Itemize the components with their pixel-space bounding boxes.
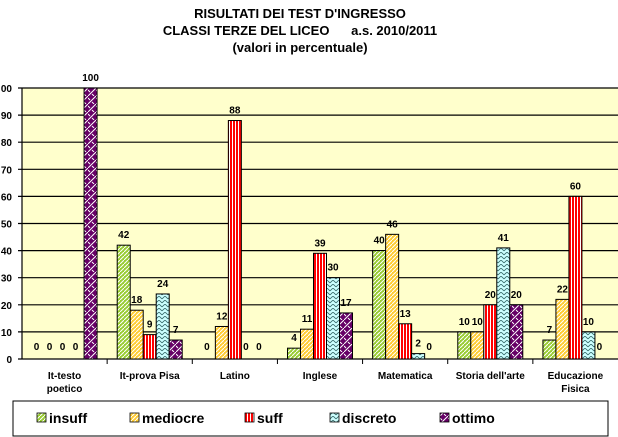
x-tick-label: It-testo [48, 371, 81, 382]
y-tick-label: 80 [1, 138, 13, 149]
data-label: 100 [82, 73, 99, 84]
y-tick-label: 90 [1, 111, 13, 122]
x-tick-label: Storia dell'arte [456, 371, 526, 382]
bar-pattern [168, 339, 183, 360]
bar-pattern [555, 298, 570, 360]
data-label: 46 [387, 219, 399, 230]
y-tick-label: 60 [1, 192, 13, 203]
bar-pattern [142, 334, 157, 360]
bar-pattern [227, 120, 242, 360]
bar-pattern [483, 304, 498, 360]
legend-label: insuff [49, 410, 87, 426]
data-label: 0 [204, 342, 210, 353]
y-tick-label: 0 [6, 355, 12, 366]
bar-pattern [339, 312, 353, 360]
y-tick-label: 30 [1, 274, 13, 285]
chart-title-line: CLASSI TERZE DEL LICEO a.s. 2010/2011 [163, 23, 437, 38]
bar-pattern [300, 328, 314, 360]
data-label: 4 [291, 333, 297, 344]
data-label: 0 [73, 342, 79, 353]
data-label: 10 [459, 317, 471, 328]
data-label: 7 [547, 325, 553, 336]
bar-pattern [568, 195, 583, 360]
data-label: 30 [327, 263, 339, 274]
legend-label: mediocre [142, 410, 204, 426]
x-tick-label: Educazione [548, 371, 604, 382]
chart-title-line: RISULTATI DEI TEST D'INGRESSO [194, 6, 406, 21]
x-tick-label: Fisica [561, 384, 590, 395]
x-tick-label: Matematica [378, 371, 433, 382]
y-tick-label: 40 [1, 247, 13, 258]
bar-pattern [496, 247, 511, 360]
data-label: 17 [340, 298, 352, 309]
bar-pattern [398, 323, 413, 360]
bar-pattern [457, 331, 472, 360]
data-label: 10 [583, 317, 595, 328]
data-label: 0 [47, 342, 53, 353]
y-tick-label: 20 [1, 301, 13, 312]
bar-pattern [155, 293, 170, 360]
data-label: 41 [498, 233, 510, 244]
bar-pattern [372, 250, 387, 360]
y-tick-label: 50 [1, 220, 13, 231]
data-label: 18 [131, 295, 143, 306]
bar-pattern [129, 309, 144, 360]
data-label: 22 [557, 284, 569, 295]
bar-pattern [116, 244, 131, 360]
bar-pattern [287, 347, 301, 360]
bar-pattern [509, 304, 524, 360]
data-label: 20 [511, 290, 523, 301]
x-tick-label: Latino [220, 371, 250, 382]
data-label: 0 [256, 342, 262, 353]
data-label: 20 [485, 290, 497, 301]
data-label: 13 [400, 309, 412, 320]
legend-label: ottimo [452, 410, 495, 426]
bar-pattern [470, 331, 485, 360]
bar-pattern [83, 87, 98, 360]
data-label: 9 [147, 320, 153, 331]
x-tick-label: poetico [47, 384, 83, 395]
data-label: 0 [34, 342, 40, 353]
bar-pattern [581, 331, 596, 360]
bar-pattern [326, 277, 340, 360]
bar-pattern [411, 353, 426, 360]
bar-pattern [214, 325, 229, 360]
data-label: 7 [173, 325, 179, 336]
data-label: 60 [570, 181, 582, 192]
data-label: 88 [229, 106, 241, 117]
y-tick-label: 70 [1, 165, 13, 176]
data-label: 42 [118, 230, 130, 241]
data-label: 40 [374, 236, 386, 247]
legend-label: discreto [342, 410, 396, 426]
data-label: 0 [60, 342, 66, 353]
y-tick-label: 00 [1, 84, 13, 95]
bar-pattern [542, 339, 557, 360]
data-label: 11 [302, 314, 313, 325]
x-tick-label: Inglese [303, 371, 338, 382]
data-label: 12 [216, 311, 228, 322]
legend-label: suff [257, 410, 283, 426]
legend [12, 400, 609, 437]
bar-pattern [385, 233, 400, 360]
data-label: 0 [426, 342, 432, 353]
data-label: 10 [472, 317, 484, 328]
bar-pattern [313, 252, 327, 360]
data-label: 0 [243, 342, 249, 353]
y-tick-label: 10 [1, 328, 13, 339]
data-label: 0 [597, 342, 603, 353]
x-tick-label: It-prova Pisa [120, 371, 180, 382]
data-label: 39 [314, 238, 326, 249]
data-label: 24 [157, 279, 169, 290]
data-label: 2 [415, 339, 421, 350]
chart-title-line: (valori in percentuale) [232, 40, 367, 55]
